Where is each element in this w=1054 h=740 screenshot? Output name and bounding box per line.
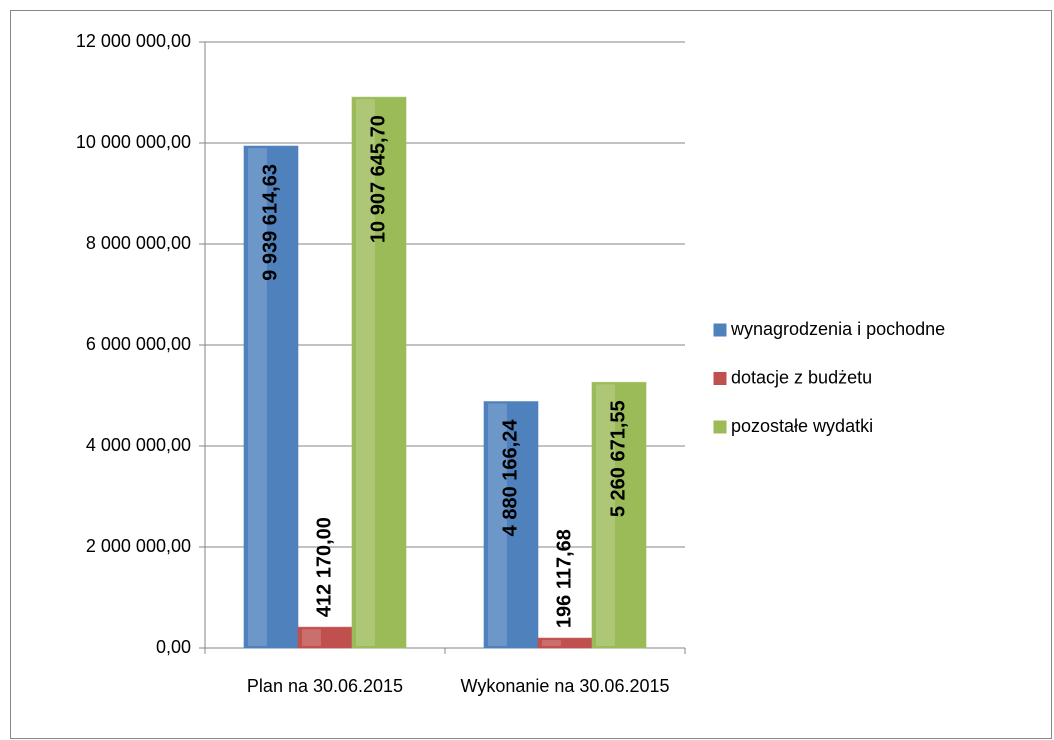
bar (243, 145, 299, 649)
value-label: 10 907 645,70 (367, 115, 389, 243)
bar-shine (596, 384, 615, 646)
y-tick-label: 0,00 (156, 637, 191, 657)
legend-swatch (713, 372, 727, 385)
value-label: 9 939 614,63 (259, 164, 281, 281)
bar (351, 96, 407, 649)
bar-shine (356, 99, 375, 647)
x-tick-label: Wykonanie na 30.06.2015 (460, 676, 670, 696)
y-tick-label: 8 000 000,00 (86, 233, 191, 253)
bar-shine (302, 629, 321, 646)
legend-label: dotacje z budżetu (731, 367, 872, 387)
legend-label: wynagrodzenia i pochodne (730, 319, 945, 339)
legend-swatch (713, 420, 727, 434)
x-tick-label: Plan na 30.06.2015 (246, 676, 404, 696)
y-tick-label: 2 000 000,00 (86, 536, 191, 556)
bar (591, 381, 647, 649)
legend-swatch (713, 323, 727, 337)
bar-shine (488, 403, 507, 646)
value-label: 4 880 166,24 (499, 419, 521, 537)
legend-label: pozostałe wydatki (731, 416, 873, 436)
y-tick-label: 10 000 000,00 (76, 132, 191, 152)
y-tick-label: 6 000 000,00 (86, 334, 191, 354)
bar-shine (248, 148, 267, 647)
y-tick-label: 12 000 000,00 (76, 31, 191, 51)
value-label: 5 260 671,55 (607, 400, 629, 517)
bar (483, 401, 539, 649)
y-tick-label: 4 000 000,00 (86, 435, 191, 455)
value-label: 412 170,00 (313, 517, 335, 617)
value-label: 196 117,68 (553, 529, 575, 628)
bar-shine (542, 640, 561, 646)
